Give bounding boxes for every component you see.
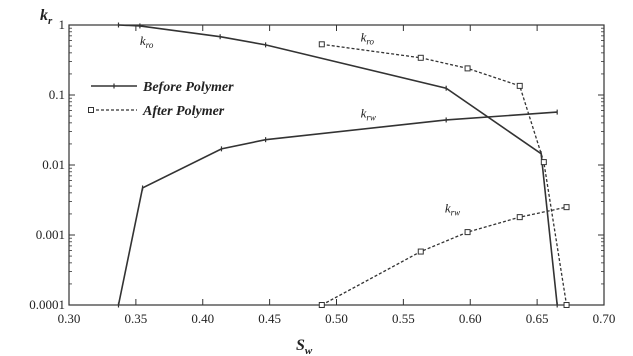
y-axis-title: kr: [40, 7, 53, 27]
data-point: [464, 65, 471, 72]
curve-label-ro: kro: [140, 33, 154, 50]
curve-annotations: kro kro krw krw: [140, 30, 460, 218]
y-tick-label: 0.001: [36, 227, 65, 242]
series-line: [321, 43, 568, 306]
y-axis-title-sub: r: [48, 15, 53, 27]
axis-ticks: [68, 24, 605, 306]
series-layer: [117, 22, 570, 308]
x-tick-label: 0.50: [325, 311, 348, 326]
x-tick-label: 0.45: [258, 311, 281, 326]
series-line: [321, 206, 567, 306]
data-point: [318, 41, 325, 48]
data-point: [417, 248, 424, 255]
x-axis-title: Sw: [296, 337, 313, 356]
series-krw-before: [117, 109, 558, 308]
curve-label-rw: krw: [361, 105, 376, 122]
legend-entry-after: After Polymer: [88, 104, 225, 119]
plot-frame: [68, 24, 605, 306]
y-tick-label: 0.01: [42, 157, 65, 172]
x-tick-label: 0.35: [125, 311, 148, 326]
y-axis-title-main: k: [40, 7, 48, 24]
y-tick-label: 0.0001: [29, 297, 65, 312]
y-tick-label: 0.1: [49, 87, 65, 102]
data-point: [318, 302, 325, 308]
data-point: [516, 82, 523, 89]
curve-label-rw: krw: [445, 200, 460, 217]
x-tick-label: 0.40: [191, 311, 214, 326]
series-krw-after: [318, 204, 570, 308]
x-tick-label: 0.65: [526, 311, 549, 326]
x-tick-label: 0.70: [593, 311, 616, 326]
series-line: [118, 24, 558, 306]
data-point: [464, 229, 471, 236]
curve-label-ro: kro: [361, 30, 375, 47]
plot-border: [68, 24, 605, 306]
legend: Before Polymer After Polymer: [88, 80, 234, 119]
x-axis-title-sub: w: [305, 345, 313, 356]
x-tick-label: 0.60: [459, 311, 482, 326]
data-point: [417, 54, 424, 61]
series-kro-before: [117, 22, 558, 308]
series-line: [117, 111, 558, 306]
legend-label: Before Polymer: [142, 80, 234, 95]
series-kro-after: [318, 41, 570, 308]
axis-tick-labels: 0.30 0.35 0.40 0.45 0.50 0.55 0.60 0.65 0.70 0.00…: [29, 17, 615, 326]
data-point: [563, 302, 570, 308]
y-tick-label: 1: [59, 17, 66, 32]
x-axis-title-main: S: [296, 337, 305, 354]
data-point: [516, 214, 523, 221]
legend-entry-before: Before Polymer: [91, 80, 234, 95]
data-point: [540, 159, 547, 166]
legend-marker: [88, 107, 94, 113]
x-tick-label: 0.30: [58, 311, 81, 326]
x-tick-label: 0.55: [392, 311, 415, 326]
legend-label: After Polymer: [142, 104, 225, 119]
data-point: [563, 204, 570, 211]
